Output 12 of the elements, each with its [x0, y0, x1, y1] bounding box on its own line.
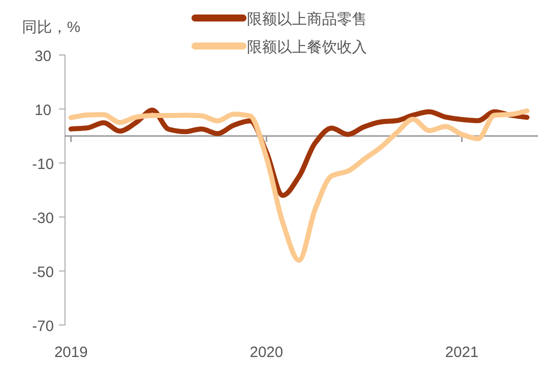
legend-label: 限额以上餐饮收入	[247, 39, 367, 56]
x-tick-label: 2019	[54, 344, 88, 361]
y-tick-label: -10	[32, 156, 54, 173]
legend-label: 限额以上商品零售	[247, 11, 367, 28]
x-tick-label: 2020	[250, 344, 284, 361]
y-tick-label: -50	[32, 264, 54, 281]
y-tick-label: -70	[32, 318, 54, 335]
y-axis-title: 同比，%	[22, 19, 80, 36]
y-tick-label: 30	[34, 48, 52, 65]
y-tick-label: -30	[32, 210, 54, 227]
x-tick-label: 2021	[445, 344, 479, 361]
y-tick-label: 10	[34, 102, 52, 119]
